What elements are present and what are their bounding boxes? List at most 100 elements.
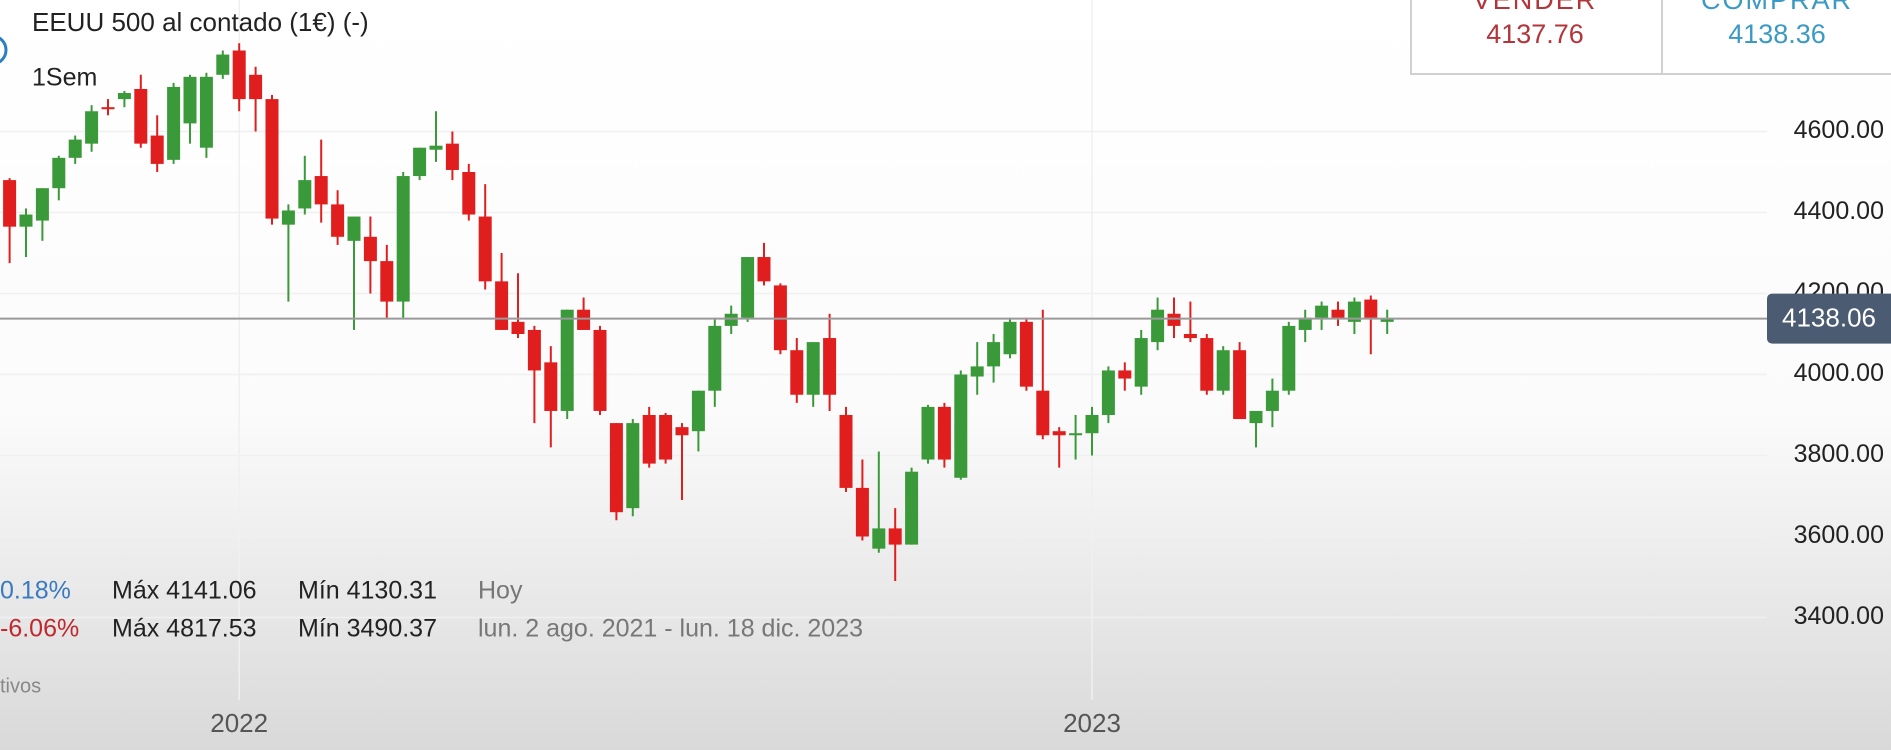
- x-tick-label: 2023: [1063, 708, 1121, 738]
- candle-body: [363, 236, 377, 262]
- candle-body: [1282, 325, 1296, 391]
- candle-body: [577, 309, 591, 330]
- candle-body: [1069, 433, 1083, 436]
- candle-body: [872, 528, 886, 549]
- candle-body: [413, 147, 427, 177]
- change-today: 0.18%: [0, 577, 71, 605]
- candle-body: [1265, 390, 1279, 411]
- candle-body: [659, 415, 673, 460]
- candle-body: [52, 157, 66, 189]
- candle-body: [314, 176, 328, 205]
- candle-body: [675, 427, 689, 436]
- candle-body: [626, 423, 640, 509]
- candle-body: [905, 471, 919, 545]
- candle-body: [232, 50, 246, 100]
- candle-body: [757, 257, 771, 282]
- candle-body: [1331, 309, 1345, 318]
- candle-body: [134, 88, 148, 144]
- min-today: Mín 4130.31: [298, 577, 437, 605]
- y-tick-label: 4600.00: [1794, 116, 1884, 144]
- candle-body: [544, 362, 558, 411]
- candle-body: [85, 111, 99, 144]
- candle-body: [1085, 415, 1099, 434]
- candle-body: [954, 374, 968, 478]
- candle-body: [35, 188, 49, 221]
- candle-body: [691, 390, 705, 432]
- min-range: Mín 3490.37: [298, 615, 437, 643]
- period-range: lun. 2 ago. 2021 - lun. 18 dic. 2023: [478, 615, 863, 643]
- candle-body: [987, 342, 1001, 367]
- candle-body: [937, 406, 951, 460]
- candle-body: [101, 107, 115, 110]
- candle-body: [888, 528, 902, 545]
- candle-body: [1200, 338, 1214, 391]
- candle-body: [396, 176, 410, 302]
- candle-body: [1216, 350, 1230, 391]
- y-tick-label: 3600.00: [1794, 521, 1884, 549]
- last-price-tag: [1767, 293, 1891, 344]
- candle-body: [855, 487, 869, 537]
- candle-body: [1118, 370, 1132, 379]
- candle-body: [1347, 301, 1361, 322]
- period-today: Hoy: [478, 577, 523, 605]
- candle-body: [183, 76, 197, 124]
- candle-body: [429, 145, 443, 150]
- candle-body: [1233, 350, 1247, 420]
- candle-body: [199, 76, 213, 148]
- candle-body: [839, 415, 853, 488]
- candle-body: [380, 261, 394, 302]
- stats: 0.18% Máx 4141.06 Mín 4130.31 Hoy -6.06%…: [0, 577, 863, 698]
- trade-panel: VENDER 4137.76 COMPRAR 4138.36: [1410, 0, 1891, 75]
- candle-body: [1151, 309, 1165, 343]
- candle-body: [741, 257, 755, 318]
- interval-label[interactable]: 1Sem: [32, 64, 97, 92]
- candle-body: [462, 172, 476, 215]
- candle-body: [216, 54, 230, 75]
- y-tick-label: 4000.00: [1794, 359, 1884, 387]
- buy-price[interactable]: 4138.36: [1728, 19, 1826, 49]
- max-today: Máx 4141.06: [112, 577, 257, 605]
- candle-body: [167, 86, 181, 160]
- candle-body: [511, 321, 525, 334]
- candle-body: [1134, 338, 1148, 387]
- sell-label[interactable]: VENDER: [1473, 0, 1598, 15]
- candle-body: [527, 329, 541, 371]
- candle-body: [609, 423, 623, 513]
- candle-body: [1019, 321, 1033, 387]
- candle-body: [806, 342, 820, 395]
- candle-body: [298, 180, 312, 209]
- candle-body: [642, 415, 656, 464]
- candle-body: [1249, 410, 1263, 424]
- trade-box: [1410, 0, 1891, 75]
- candle-body: [593, 329, 607, 411]
- candle-body: [1003, 321, 1017, 355]
- chart-title: EEUU 500 al contado (1€) (-): [32, 7, 369, 37]
- candle-body: [724, 313, 738, 326]
- candle-body: [1101, 370, 1115, 415]
- candle-body: [3, 180, 17, 227]
- logo-icon: [0, 36, 8, 64]
- candle-body: [560, 309, 574, 411]
- max-range: Máx 4817.53: [112, 615, 257, 643]
- candle-body: [19, 214, 33, 227]
- candle-body: [1315, 305, 1329, 318]
- buy-label[interactable]: COMPRAR: [1701, 0, 1853, 15]
- candle-body: [150, 135, 164, 164]
- candle-body: [347, 216, 361, 241]
- candle-body: [823, 338, 837, 395]
- sell-price[interactable]: 4137.76: [1486, 19, 1584, 49]
- candle-body: [1380, 318, 1394, 322]
- candle-body: [970, 366, 984, 377]
- x-tick-label: 2022: [210, 708, 268, 738]
- candle-body: [117, 93, 131, 100]
- candle-body: [1167, 313, 1181, 326]
- y-tick-label: 3800.00: [1794, 440, 1884, 468]
- candles: [3, 43, 1394, 582]
- candle-body: [265, 99, 279, 219]
- candle-body: [1364, 299, 1378, 318]
- candle-body: [1183, 334, 1197, 339]
- last-price-label: 4138.06: [1782, 302, 1876, 332]
- candle-body: [1298, 317, 1312, 330]
